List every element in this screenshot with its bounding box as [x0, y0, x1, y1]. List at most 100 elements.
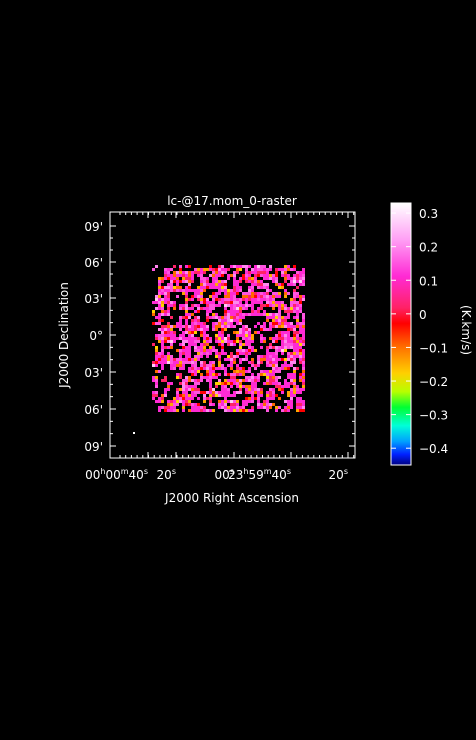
image-pixel: [179, 307, 182, 310]
image-pixel: [155, 295, 158, 298]
image-pixel: [242, 367, 245, 370]
image-pixel: [158, 298, 161, 301]
image-pixel: [257, 274, 260, 277]
image-pixel: [218, 337, 221, 340]
image-pixel: [188, 265, 191, 268]
image-pixel: [179, 265, 182, 268]
image-pixel: [164, 268, 167, 271]
image-pixel: [290, 397, 293, 400]
image-pixel: [266, 277, 269, 280]
image-pixel: [251, 286, 254, 289]
image-pixel: [203, 286, 206, 289]
image-pixel: [296, 307, 299, 310]
image-pixel: [227, 277, 230, 280]
image-pixel: [173, 403, 176, 406]
image-pixel: [269, 397, 272, 400]
image-pixel: [197, 298, 200, 301]
image-pixel: [227, 400, 230, 403]
image-pixel: [164, 388, 167, 391]
image-pixel: [299, 340, 302, 343]
image-pixel: [272, 391, 275, 394]
image-pixel: [293, 280, 296, 283]
image-pixel: [281, 268, 284, 271]
image-pixel: [179, 376, 182, 379]
image-pixel: [233, 307, 236, 310]
image-pixel: [302, 373, 305, 376]
image-pixel: [278, 295, 281, 298]
image-pixel: [212, 280, 215, 283]
image-pixel: [266, 286, 269, 289]
image-pixel: [284, 277, 287, 280]
image-pixel: [170, 331, 173, 334]
image-pixel: [215, 304, 218, 307]
image-pixel: [266, 391, 269, 394]
image-pixel: [257, 364, 260, 367]
image-pixel: [179, 289, 182, 292]
image-pixel: [287, 310, 290, 313]
y-tick-label: 09': [84, 220, 103, 234]
image-pixel: [155, 307, 158, 310]
image-pixel: [191, 379, 194, 382]
image-pixel: [221, 319, 224, 322]
colorbar-tick-label: 0.2: [419, 241, 438, 255]
image-pixel: [221, 334, 224, 337]
image-pixel: [185, 277, 188, 280]
colorbar: [390, 202, 412, 466]
image-pixel: [281, 304, 284, 307]
image-pixel: [152, 343, 155, 346]
colorbar-tick-label: 0.3: [419, 207, 438, 221]
image-pixel: [284, 331, 287, 334]
image-pixel: [197, 388, 200, 391]
image-pixel: [221, 349, 224, 352]
image-pixel: [218, 316, 221, 319]
image-pixel: [197, 292, 200, 295]
image-pixel: [242, 400, 245, 403]
image-pixel: [200, 334, 203, 337]
image-pixel: [299, 373, 302, 376]
image-pixel: [275, 325, 278, 328]
image-pixel: [209, 361, 212, 364]
image-pixel: [236, 280, 239, 283]
image-pixel: [257, 280, 260, 283]
moment-map-image: [152, 265, 305, 412]
image-pixel: [293, 373, 296, 376]
image-pixel: [272, 397, 275, 400]
image-pixel: [209, 316, 212, 319]
image-pixel: [170, 274, 173, 277]
image-pixel: [254, 379, 257, 382]
image-pixel: [218, 361, 221, 364]
image-pixel: [254, 385, 257, 388]
image-pixel: [248, 361, 251, 364]
image-pixel: [194, 406, 197, 409]
image-pixel: [197, 406, 200, 409]
image-pixel: [272, 382, 275, 385]
image-pixel: [182, 397, 185, 400]
image-pixel: [239, 385, 242, 388]
colorbar-tick-label: −0.1: [419, 341, 448, 355]
image-pixel: [248, 313, 251, 316]
image-pixel: [155, 385, 158, 388]
image-pixel: [206, 268, 209, 271]
image-pixel: [200, 364, 203, 367]
image-pixel: [158, 283, 161, 286]
image-pixel: [224, 373, 227, 376]
image-pixel: [200, 325, 203, 328]
image-pixel: [245, 337, 248, 340]
image-pixel: [242, 349, 245, 352]
image-pixel: [230, 394, 233, 397]
image-pixel: [257, 307, 260, 310]
image-pixel: [194, 268, 197, 271]
image-pixel: [302, 400, 305, 403]
image-pixel: [275, 361, 278, 364]
image-pixel: [221, 346, 224, 349]
image-pixel: [164, 286, 167, 289]
image-pixel: [161, 379, 164, 382]
image-pixel: [284, 295, 287, 298]
image-pixel: [194, 346, 197, 349]
image-pixel: [254, 310, 257, 313]
image-pixel: [203, 298, 206, 301]
image-pixel: [296, 271, 299, 274]
image-pixel: [197, 271, 200, 274]
image-pixel: [191, 334, 194, 337]
image-pixel: [299, 280, 302, 283]
